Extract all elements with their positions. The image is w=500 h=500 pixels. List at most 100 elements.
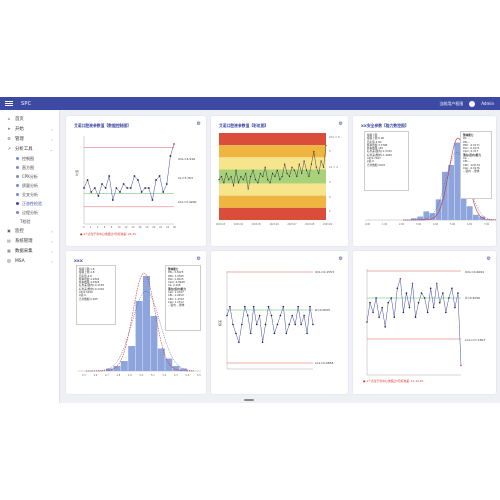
- data-point: [261, 341, 264, 344]
- data-point: [414, 316, 417, 318]
- data-point: [313, 151, 315, 153]
- x-tick-label: 5.5: [197, 374, 201, 377]
- gear-icon: ⚙: [7, 136, 11, 141]
- gear-icon[interactable]: ⚙: [486, 256, 491, 262]
- sidebar-sub-histogram[interactable]: 直方图: [0, 163, 59, 172]
- data-point: [90, 191, 93, 193]
- sidebar-sub-cross[interactable]: 交叉分析: [0, 190, 59, 199]
- data-point: [279, 314, 282, 317]
- sidebar-item-analysis[interactable]: ↗ 分析工具 ⌄: [0, 144, 59, 154]
- info-line: 样本数量:181: [367, 147, 384, 151]
- process-info-box: 规格下限 规格上限:6.00 目标值:3.00 样本均值:3.3796 样本数量…: [364, 131, 409, 191]
- info-line: 标准差(组内):1.5315: [367, 150, 392, 154]
- data-point: [303, 314, 305, 317]
- data-point: [286, 172, 288, 174]
- sidebar-item-collect[interactable]: ▦ 数据采集 ›: [0, 246, 59, 256]
- sidebar-item-label: 分析工具: [15, 147, 33, 152]
- scrollbar[interactable]: [244, 399, 254, 401]
- histogram-bar: [473, 214, 479, 220]
- band-label: 2: [329, 195, 331, 199]
- legend: —组内 —整体: [168, 304, 185, 308]
- lcl-label: LCL=17.1697: [465, 338, 485, 342]
- data-point: [300, 323, 302, 326]
- data-point: [232, 185, 235, 187]
- sidebar-sub-cpk[interactable]: CPK分析: [0, 172, 59, 181]
- x-tick-label: 16: [138, 226, 142, 229]
- rainbow-band: [219, 133, 326, 146]
- series-line: [366, 278, 462, 366]
- x-tick-label: 10: [118, 226, 122, 229]
- sidebar-item-start[interactable]: ➤ 开始 ›: [0, 124, 59, 134]
- data-point: [232, 323, 234, 326]
- data-point: [281, 175, 283, 178]
- capability-histogram: 0.00 1.00 2.00 3.00 4.00 5.00 6.00 7.00: [365, 137, 496, 226]
- data-point: [269, 182, 271, 184]
- cl-label: R=0.0055: [315, 308, 330, 312]
- sidebar-item-system[interactable]: ▤ 系统管理 ›: [0, 236, 59, 246]
- sidebar-item-label: 首页: [15, 117, 24, 122]
- bullet-icon: [16, 184, 19, 187]
- overall-curve: [85, 290, 195, 372]
- sidebar-item-monitor[interactable]: ▣ 监控 ›: [0, 226, 59, 236]
- data-point: [97, 195, 100, 197]
- series-line: [226, 306, 314, 343]
- info-line: 标准差(组内):0.1158: [79, 284, 104, 288]
- data-point: [220, 175, 223, 178]
- histogram-bar: [411, 218, 417, 220]
- data-point: [301, 172, 303, 174]
- gear-icon[interactable]: ⚙: [196, 121, 201, 127]
- warning-note: ● 1个点位于离中心线超过3倍标准差: 11,12,25: [363, 379, 424, 383]
- info-line: 样本均值:3.3796: [367, 143, 388, 147]
- info-line: Pp: -: [463, 137, 469, 141]
- gear-icon[interactable]: ⚙: [196, 256, 201, 262]
- histogram-bar: [460, 185, 467, 220]
- data-point: [318, 172, 320, 174]
- info-line: 合并数据:2019: [367, 163, 385, 167]
- info-line: p值:0: [79, 294, 86, 298]
- data-point: [111, 199, 114, 201]
- individuals-chart-card: ⚙ UCL=0.6694 X̄=0.3056 LCL=17.1697 ● 1个点…: [353, 251, 496, 394]
- menu-icon[interactable]: [5, 100, 13, 107]
- data-point: [308, 175, 310, 178]
- range-chart-card: ⚙ 极差 UCL=0.1553 R=0.0055 LCL=0.0654: [211, 251, 348, 394]
- x-tick-label: 26: [173, 226, 177, 229]
- data-point: [426, 311, 429, 314]
- x-tick-label: 2023-07: [287, 223, 297, 226]
- info-line: Cpk: -0.0176: [463, 166, 480, 170]
- x-tick-label: 24: [166, 226, 170, 229]
- rainbow-chart: UCL = 6 5 CL = 4 3 2 1 2023-03 2023-04 2023-05 20…: [216, 133, 340, 226]
- sidebar-sub-control-chart[interactable]: 控制图: [0, 154, 59, 163]
- histogram-bar: [442, 171, 448, 220]
- sidebar-item-label: 监控: [15, 229, 24, 234]
- bullet-icon: [16, 193, 19, 196]
- histogram-bar: [113, 366, 121, 371]
- sidebar-sub-process[interactable]: 过程分析: [0, 208, 59, 217]
- avatar[interactable]: [469, 100, 476, 107]
- arrow-icon: ➤: [7, 126, 11, 131]
- rainbow-band: [219, 145, 326, 158]
- histogram-bar: [135, 301, 143, 371]
- gear-icon[interactable]: ⚙: [338, 256, 343, 262]
- sidebar-sub-label: 控制图: [22, 155, 34, 161]
- sidebar-item-msa[interactable]: ▧ MSA ›: [0, 256, 59, 266]
- sidebar-sub-quality[interactable]: 质量分析: [0, 181, 59, 190]
- info-line: Ca: 0.108: [168, 284, 181, 288]
- info-heading: 整体能力: [168, 268, 179, 271]
- user-name[interactable]: Admin: [481, 101, 494, 106]
- sidebar-sub-ttest[interactable]: T检验: [0, 217, 59, 226]
- individuals-chart: UCL=0.6694 X̄=0.3056 LCL=17.1697: [366, 269, 485, 376]
- sidebar-item-manage[interactable]: ⚙ 管理 ›: [0, 134, 59, 144]
- sidebar-item-home[interactable]: ⌂ 首页: [0, 114, 59, 124]
- sidebar-sub-normality[interactable]: 正态性检验: [0, 199, 59, 208]
- gear-icon[interactable]: ⚙: [338, 121, 343, 127]
- x-tick-label: 4: [97, 226, 99, 229]
- info-line: PPL: -: [463, 140, 471, 144]
- sidebar-sub-label: 正态性检验: [22, 200, 42, 206]
- data-point: [448, 297, 450, 299]
- data-point: [173, 143, 175, 145]
- info-line: Cpm: 0.8468: [168, 281, 185, 285]
- data-point: [115, 187, 118, 189]
- chevron-right-icon: ›: [51, 258, 53, 264]
- user-permission-text[interactable]: 当前用户权限: [439, 100, 464, 106]
- histogram-bar: [466, 206, 473, 220]
